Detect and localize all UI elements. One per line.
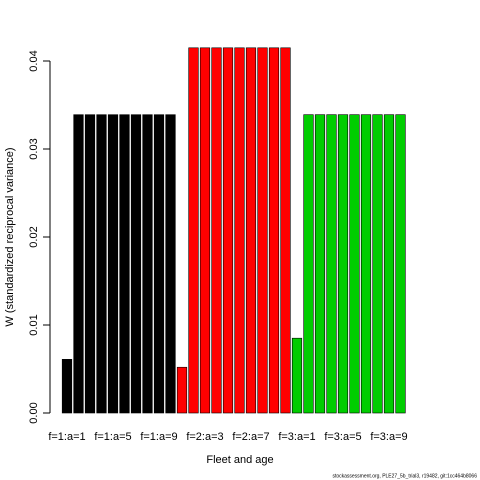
bar	[234, 47, 245, 414]
bar	[395, 114, 406, 414]
x-tick-label: f=3:a=9	[370, 431, 407, 443]
bar	[84, 114, 96, 414]
bar	[360, 114, 372, 414]
x-tick-label: f=2:a=7	[232, 431, 269, 443]
bar	[257, 47, 268, 414]
bar	[245, 47, 257, 414]
y-axis-label: W (standardized reciprocal variance)	[4, 147, 16, 326]
x-tick-label: f=2:a=3	[186, 431, 223, 443]
x-tick-label: f=3:a=5	[324, 431, 361, 443]
bar	[96, 114, 107, 414]
bar	[337, 114, 349, 414]
x-tick-label: f=3:a=1	[278, 431, 315, 443]
bar	[291, 337, 303, 414]
bar	[326, 114, 337, 414]
bar	[119, 114, 130, 414]
y-tick-label: 0.01	[28, 314, 40, 335]
bar	[73, 114, 84, 414]
bar	[280, 47, 291, 414]
y-tick-label: 0.00	[28, 402, 40, 423]
bar	[61, 359, 73, 414]
bar	[107, 114, 119, 414]
bar	[372, 114, 383, 414]
x-tick-label: f=1:a=1	[48, 431, 85, 443]
bar	[176, 366, 188, 414]
bar	[188, 47, 199, 414]
bar	[314, 114, 326, 414]
x-axis-label: Fleet and age	[206, 454, 273, 466]
bar	[165, 114, 176, 414]
bar	[199, 47, 211, 414]
x-tick-label: f=1:a=9	[140, 431, 177, 443]
bar	[211, 47, 222, 414]
bar	[222, 47, 234, 414]
y-tick-label: 0.02	[28, 226, 40, 247]
bar	[142, 114, 153, 414]
y-tick-label: 0.04	[28, 50, 40, 71]
bar	[303, 114, 314, 414]
caption: stockassessment.org, PLE27_5b_trial3, r1…	[332, 473, 477, 479]
y-tick-label: 0.03	[28, 138, 40, 159]
bar	[268, 47, 280, 414]
bar	[130, 114, 142, 414]
x-tick-label: f=1:a=5	[94, 431, 131, 443]
bar	[383, 114, 395, 414]
bar	[349, 114, 360, 414]
bar	[153, 114, 165, 414]
